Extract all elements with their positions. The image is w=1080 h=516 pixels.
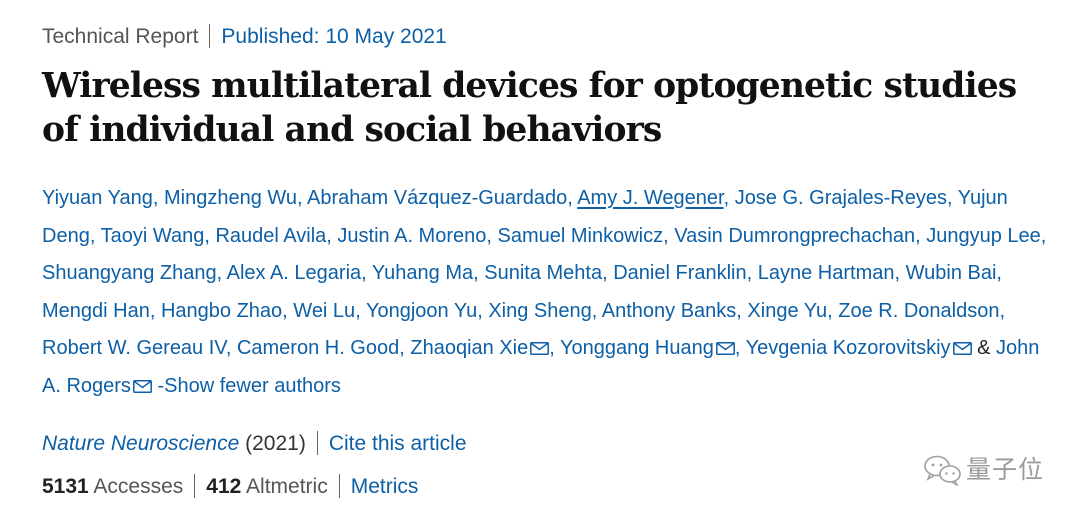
metrics-separator: [194, 474, 196, 498]
author-link[interactable]: Samuel Minkowicz: [497, 224, 664, 247]
article-type: Technical Report: [42, 25, 199, 48]
altmetric-label: Altmetric: [246, 475, 328, 498]
author-link[interactable]: Daniel Franklin: [613, 262, 747, 285]
metrics-line: 5131 Accesses 412 Altmetric Metrics: [42, 472, 418, 502]
altmetric-count: 412: [206, 475, 242, 498]
mail-icon[interactable]: [132, 380, 152, 393]
author-link[interactable]: Yiyuan Yang: [42, 187, 153, 209]
author-ampersand: &: [977, 337, 991, 360]
watermark-text: 量子位: [966, 455, 1045, 484]
author-link[interactable]: Vasin Dumrongprechachan: [674, 224, 916, 247]
article-meta: Technical Report Published: 10 May 2021: [42, 22, 447, 52]
author-link[interactable]: Yongjoon Yu: [365, 299, 478, 322]
author-link[interactable]: Wubin Bai: [905, 262, 997, 285]
accesses-count: 5131: [42, 475, 89, 498]
published-date-link[interactable]: Published: 10 May 2021: [221, 25, 447, 48]
author-link[interactable]: Wei Lu: [293, 299, 356, 322]
author-link[interactable]: Justin A. Moreno: [337, 224, 487, 247]
author-link[interactable]: Jungyup Lee: [926, 224, 1041, 247]
author-link-hovered[interactable]: Amy J. Wegener: [577, 187, 724, 209]
mail-icon[interactable]: [952, 342, 972, 356]
article-title: Wireless multilateral devices for optoge…: [42, 66, 1017, 150]
author-link[interactable]: Cameron H. Good: [236, 337, 400, 360]
author-link[interactable]: Yevgenia Kozorovitskiy: [745, 337, 951, 360]
mail-icon[interactable]: [530, 342, 550, 356]
author-list: Yiyuan Yang, Mingzheng Wu, Abraham Vázqu…: [42, 187, 1047, 397]
author-link[interactable]: Jose G. Grajales-Reyes: [734, 187, 947, 209]
author-link[interactable]: Xing Sheng: [488, 299, 592, 322]
author-link[interactable]: Mingzheng Wu: [163, 187, 298, 209]
journal-link[interactable]: Nature Neuroscience: [42, 432, 240, 455]
cite-article-link[interactable]: Cite this article: [328, 432, 467, 455]
mail-icon[interactable]: [715, 342, 735, 356]
author-link[interactable]: Shuangyang Zhang: [42, 262, 217, 285]
author-link[interactable]: Taoyi Wang: [100, 224, 205, 247]
author-link[interactable]: Zoe R. Donaldson: [838, 299, 1000, 322]
author-link[interactable]: Abraham Vázquez-Guardado: [307, 187, 568, 209]
watermark: 量子位: [922, 452, 1052, 488]
author-link[interactable]: John A. Rogers: [42, 337, 1040, 397]
metrics-link[interactable]: Metrics: [350, 475, 419, 498]
accesses-label: Accesses: [93, 475, 184, 498]
author-link[interactable]: Hangbo Zhao: [160, 299, 283, 322]
citation-line: Nature Neuroscience (2021) Cite this arti…: [42, 429, 467, 459]
author-link[interactable]: Mengdi Han: [42, 299, 150, 322]
author-link[interactable]: Zhaoqian Xie: [410, 337, 529, 360]
wechat-logo-icon: [924, 455, 961, 486]
citation-separator: [316, 431, 318, 455]
author-link[interactable]: Sunita Mehta: [484, 262, 603, 285]
author-link[interactable]: Xinge Yu: [747, 299, 828, 322]
meta-separator: [209, 24, 211, 48]
author-link[interactable]: Layne Hartman: [757, 262, 895, 285]
author-link[interactable]: Robert W. Gereau IV: [42, 337, 226, 360]
show-fewer-authors-button[interactable]: -Show fewer authors: [157, 374, 341, 397]
author-link[interactable]: Yujun Deng: [42, 187, 1008, 247]
author-link[interactable]: Anthony Banks: [601, 299, 737, 322]
author-link[interactable]: Yuhang Ma: [371, 262, 474, 285]
author-link[interactable]: Yonggang Huang: [560, 337, 714, 360]
author-link[interactable]: Alex A. Legaria: [226, 262, 362, 285]
metrics-separator: [338, 474, 340, 498]
author-link[interactable]: Raudel Avila: [215, 224, 327, 247]
publication-year: (2021): [245, 432, 306, 455]
